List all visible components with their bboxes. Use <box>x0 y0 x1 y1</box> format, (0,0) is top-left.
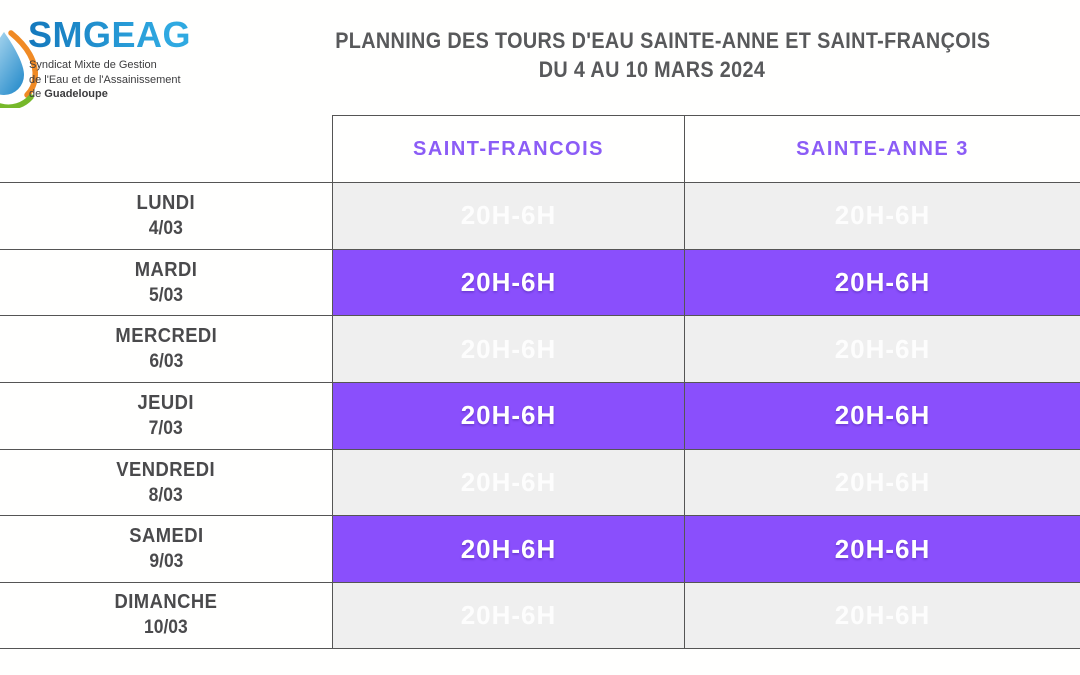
schedule-cell: 20H-6H <box>684 182 1080 249</box>
time-range: 20H-6H <box>460 400 557 431</box>
schedule-cell: 20H-6H <box>684 382 1080 449</box>
schedule-cell: 20H-6H <box>332 448 684 516</box>
schedule-cell: 20H-6H <box>332 315 684 383</box>
schedule-cell: 20H-6H <box>332 248 684 316</box>
title-line-2: DU 4 AU 10 MARS 2024 <box>538 57 766 82</box>
column-header-label: SAINTE-ANNE 3 <box>796 137 969 160</box>
time-range: 20H-6H <box>834 533 931 564</box>
time-range: 20H-6H <box>834 200 931 231</box>
schedule-cell: 20H-6H <box>684 248 1080 316</box>
title-line-1: PLANNING DES TOURS D'EAU SAINTE-ANNE ET … <box>335 28 991 53</box>
day-label: LUNDI <box>136 191 196 214</box>
day-label: JEUDI <box>137 391 195 414</box>
page-title: PLANNING DES TOURS D'EAU SAINTE-ANNE ET … <box>300 26 1004 84</box>
day-cell-dimanche: DIMANCHE 10/03 <box>0 582 332 649</box>
day-cell-lundi: LUNDI 4/03 <box>0 182 332 249</box>
day-label: SAMEDI <box>128 525 204 548</box>
schedule-cell: 20H-6H <box>332 582 684 649</box>
schedule-cell: 20H-6H <box>332 182 684 249</box>
schedule-cell: 20H-6H <box>332 382 684 449</box>
date-label: 9/03 <box>148 551 184 573</box>
schedule-cell: 20H-6H <box>684 315 1080 383</box>
water-drop-icon <box>0 30 38 108</box>
date-label: 6/03 <box>148 351 184 373</box>
column-header-sainte-anne-3: SAINTE-ANNE 3 <box>684 115 1080 182</box>
schedule-cell: 20H-6H <box>684 448 1080 516</box>
time-range: 20H-6H <box>460 267 557 298</box>
day-cell-samedi: SAMEDI 9/03 <box>0 515 332 583</box>
time-range: 20H-6H <box>460 200 557 231</box>
column-header-label: SAINT-FRANCOIS <box>413 137 604 160</box>
logo-wordmark: SMGEAG <box>28 14 192 55</box>
schedule-cell: 20H-6H <box>332 515 684 583</box>
logo-tagline: Syndicat Mixte de Gestion de l'Eau et de… <box>29 58 181 102</box>
date-label: 7/03 <box>148 417 184 439</box>
tagline-line2: de l'Eau et de l'Assainissement <box>29 73 181 86</box>
day-cell-jeudi: JEUDI 7/03 <box>0 382 332 449</box>
date-label: 4/03 <box>148 217 184 239</box>
time-range: 20H-6H <box>460 333 557 364</box>
time-range: 20H-6H <box>460 467 557 498</box>
date-label: 8/03 <box>148 484 184 506</box>
day-cell-mardi: MARDI 5/03 <box>0 248 332 316</box>
tagline-line3-prefix: de <box>29 88 45 100</box>
day-label: MARDI <box>134 258 198 281</box>
time-range: 20H-6H <box>834 599 931 630</box>
day-cell-mercredi: MERCREDI 6/03 <box>0 315 332 383</box>
tagline-line3-bold: Guadeloupe <box>44 88 108 100</box>
water-schedule-table: SAINT-FRANCOIS SAINTE-ANNE 3 LUNDI 4/03 … <box>0 115 1080 649</box>
schedule-cell: 20H-6H <box>684 515 1080 583</box>
date-label: 10/03 <box>144 617 188 639</box>
column-header-saint-francois: SAINT-FRANCOIS <box>332 115 684 182</box>
day-label: VENDREDI <box>116 458 216 481</box>
tagline-line1: Syndicat Mixte de Gestion <box>29 59 157 71</box>
time-range: 20H-6H <box>834 400 931 431</box>
day-label: MERCREDI <box>115 325 217 348</box>
time-range: 20H-6H <box>834 267 931 298</box>
time-range: 20H-6H <box>460 599 557 630</box>
date-label: 5/03 <box>148 284 184 306</box>
day-cell-vendredi: VENDREDI 8/03 <box>0 448 332 516</box>
time-range: 20H-6H <box>834 333 931 364</box>
time-range: 20H-6H <box>460 533 557 564</box>
schedule-cell: 20H-6H <box>684 582 1080 649</box>
table-corner-spacer <box>0 115 332 182</box>
time-range: 20H-6H <box>834 467 931 498</box>
day-label: DIMANCHE <box>114 591 218 614</box>
